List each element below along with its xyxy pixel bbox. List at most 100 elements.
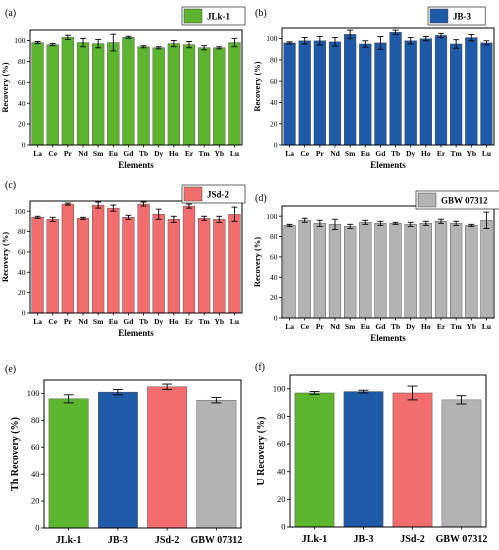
y-tick-label: 100	[14, 36, 26, 45]
x-tick-label: Pr	[316, 322, 325, 331]
y-tick-label: 80	[270, 232, 278, 241]
bar	[107, 207, 120, 314]
legend-label: JSd-2	[207, 190, 230, 200]
y-axis-label: Th Recovery (%)	[10, 417, 21, 491]
x-tick-label: Tm	[199, 149, 211, 158]
bar	[404, 224, 417, 319]
bar	[46, 44, 59, 146]
bar	[480, 220, 493, 319]
x-tick-label: Gd	[123, 317, 134, 326]
x-tick-label: Nd	[330, 322, 340, 331]
bar	[298, 40, 311, 146]
x-tick-label: Ho	[169, 149, 179, 158]
bar	[450, 223, 463, 319]
bar	[122, 217, 135, 314]
y-tick-label: 20	[270, 119, 278, 128]
bar	[441, 399, 482, 528]
x-tick-label: Ce	[300, 322, 309, 331]
x-tick-label: JLk-1	[302, 534, 328, 545]
panel-label: (d)	[255, 193, 267, 204]
x-tick-label: Nd	[78, 317, 88, 326]
y-axis-label: U Recovery (%)	[256, 417, 267, 486]
x-tick-label: Eu	[109, 149, 118, 158]
y-tick-label: 20	[270, 293, 278, 302]
bar	[122, 37, 135, 146]
x-tick-label: Tm	[199, 317, 211, 326]
x-tick-label: Tb	[391, 149, 400, 158]
x-tick-label: Pr	[64, 317, 73, 326]
y-tick-label: 0	[281, 522, 285, 532]
plot-frame	[29, 200, 243, 314]
bar	[344, 226, 357, 319]
x-tick-label: Ho	[169, 317, 179, 326]
x-tick-label: Tm	[451, 322, 463, 331]
y-tick-label: 100	[14, 207, 26, 216]
plot-frame	[289, 374, 487, 528]
x-axis-label: Elements	[370, 333, 406, 343]
y-tick-label: 80	[270, 56, 278, 65]
bar	[228, 214, 241, 314]
y-tick-label: 100	[266, 212, 278, 221]
legend-box	[415, 190, 499, 210]
legend-label: JB-3	[453, 12, 472, 22]
y-tick-label: 60	[18, 78, 26, 87]
plot-frame	[281, 205, 495, 319]
bar	[298, 220, 311, 319]
bar	[313, 223, 326, 319]
bar	[213, 219, 226, 314]
x-tick-label: Dy	[154, 149, 163, 158]
x-tick-label: Ce	[300, 149, 309, 158]
x-tick-label: JSd-2	[400, 534, 424, 545]
panel-label: (c)	[5, 180, 16, 191]
bar	[283, 225, 296, 319]
chart-panel: La Ce Pr Nd Sm Eu Gd Tb Dy Ho Er Tm Yb Lu 0 20 40 60 80 100…	[0, 6, 246, 170]
chart-panel: La Ce Pr Nd Sm Eu Gd Tb Dy Ho Er Tm Yb Lu 0 20 40 60 80 100…	[252, 190, 499, 343]
x-tick-label: Dy	[406, 322, 415, 331]
x-tick-label: JB-3	[354, 534, 374, 545]
x-tick-label: Dy	[406, 149, 415, 158]
x-tick-label: Er	[185, 317, 194, 326]
x-tick-label: Eu	[361, 149, 370, 158]
bar	[343, 391, 384, 528]
bar	[46, 219, 59, 314]
bar	[359, 43, 372, 146]
bar	[374, 223, 387, 319]
y-tick-label: 100	[273, 383, 286, 393]
panel-label: (e)	[5, 364, 16, 375]
y-tick-label: 40	[18, 268, 26, 277]
legend-swatch	[183, 8, 203, 24]
x-tick-label: Eu	[361, 322, 370, 331]
bar	[465, 37, 478, 146]
chart-panel: JLk-1 JB-3 JSd-2 GBW 07312 0 20 40 60 80 100 Th Re…	[5, 364, 242, 546]
bar	[434, 221, 448, 319]
legend-label: JLk-1	[207, 12, 231, 22]
bar	[107, 42, 120, 146]
x-tick-label: Ce	[48, 149, 57, 158]
x-tick-label: Gd	[375, 322, 386, 331]
bar	[359, 222, 372, 319]
y-tick-label: 40	[270, 273, 278, 282]
legend: JB-3	[427, 6, 486, 26]
x-tick-label: Sm	[345, 149, 356, 158]
x-tick-label: Ho	[421, 322, 431, 331]
x-tick-label: Gd	[123, 149, 134, 158]
y-tick-label: 60	[31, 442, 40, 452]
bar	[167, 43, 180, 146]
bar	[48, 398, 89, 529]
bar	[31, 217, 44, 314]
x-tick-label: Sm	[93, 317, 104, 326]
x-tick-label: Er	[437, 149, 446, 158]
y-tick-label: 80	[277, 411, 286, 421]
y-tick-label: 80	[18, 227, 26, 236]
bar	[404, 40, 417, 146]
legend: GBW 07312	[415, 190, 499, 210]
plot-frame	[43, 379, 242, 529]
x-tick-label: Tm	[451, 149, 463, 158]
x-axis-label: Elements	[118, 328, 154, 338]
x-tick-label: Eu	[109, 317, 118, 326]
plot-frame	[29, 29, 243, 146]
x-axis-label: Elements	[118, 160, 154, 170]
y-tick-label: 0	[274, 141, 278, 150]
bar	[198, 218, 211, 314]
